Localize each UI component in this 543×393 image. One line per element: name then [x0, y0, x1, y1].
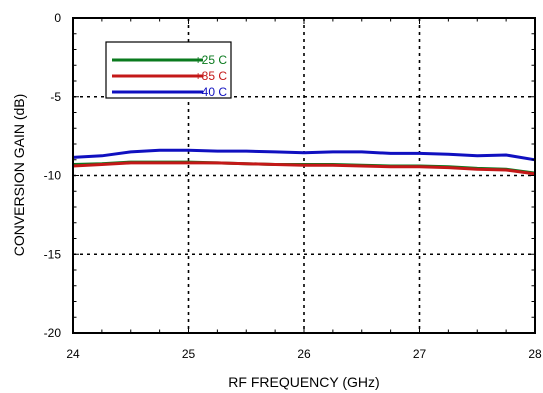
legend: +25 C +85 C -40 C [105, 41, 232, 99]
legend-label-minus-40c: -40 C [198, 85, 228, 99]
x-axis-title: RF FREQUENCY (GHz) [228, 374, 379, 390]
legend-box [105, 41, 232, 99]
x-tick-label-25: 25 [182, 347, 196, 361]
axis-ticks [72, 17, 536, 334]
y-tick-label-minus-10: -10 [44, 169, 62, 183]
y-tick-label-minus-20: -20 [44, 326, 62, 340]
series-line-minus-40c [72, 148, 536, 162]
x-tick-label-28: 28 [528, 347, 542, 361]
legend-label-plus-25c: +25 C [195, 53, 228, 67]
series-lines [72, 148, 536, 176]
x-tick-label-24: 24 [66, 347, 80, 361]
y-axis-title: CONVERSION GAIN (dB) [11, 94, 27, 257]
x-tick-label-27: 27 [413, 347, 427, 361]
series-line-plusminus-85c [72, 161, 536, 176]
y-tick-label-minus-15: -15 [44, 247, 62, 261]
y-tick-label-minus-5: -5 [50, 90, 61, 104]
legend-label-plus-85c: +85 C [195, 69, 228, 83]
y-tick-label-0: 0 [54, 11, 61, 25]
x-tick-label-26: 26 [297, 347, 311, 361]
